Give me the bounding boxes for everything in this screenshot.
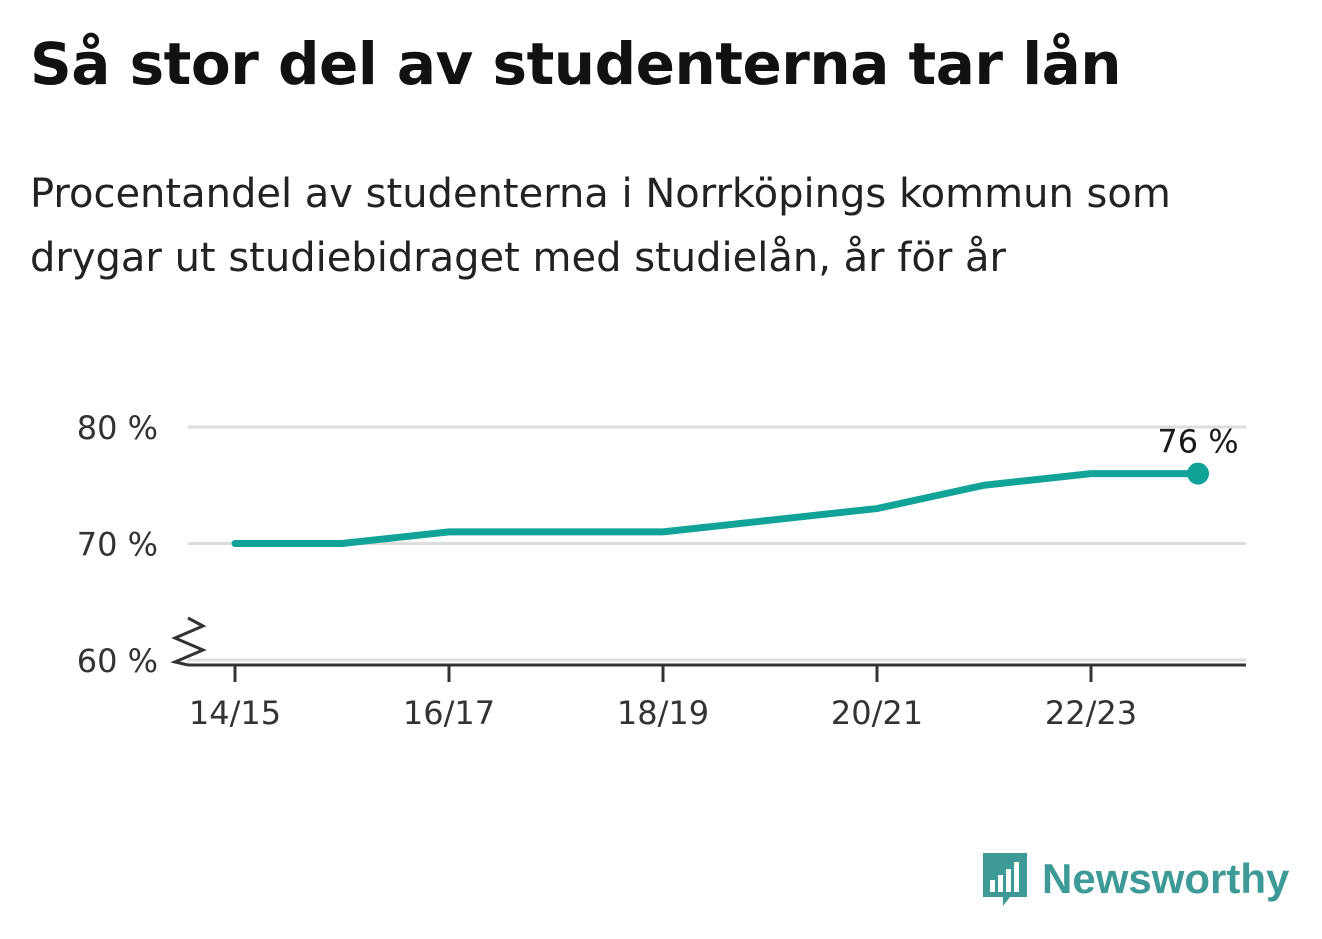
x-tick-label: 20/21 [831, 694, 923, 732]
end-point-marker [1187, 462, 1209, 485]
brand-name: Newsworthy [1042, 855, 1290, 902]
y-tick-label: 70 % [77, 526, 158, 564]
x-axis-labels: 14/15 16/17 18/19 20/21 22/23 [189, 665, 1137, 732]
axis-break-icon [170, 616, 207, 667]
x-tick-label: 18/19 [617, 694, 709, 732]
y-tick-label: 80 % [77, 409, 158, 447]
x-tick-label: 22/23 [1045, 694, 1137, 732]
x-tick-label: 14/15 [189, 694, 281, 732]
x-axis [170, 616, 1246, 667]
y-tick-label: 60 % [77, 642, 158, 680]
x-tick-label: 16/17 [403, 694, 495, 732]
end-value-label: 76 % [1157, 423, 1238, 461]
chart-subtitle: Procentandel av studenterna i Norrköping… [30, 171, 1171, 281]
line-chart: 60 % 70 % 80 % 14/15 16/17 18/19 20/21 22/23 7… [77, 409, 1246, 732]
bar-chart-speech-bubble-icon [983, 853, 1027, 906]
newsworthy-logo: Newsworthy [980, 850, 1289, 908]
series-group: 76 % [231, 423, 1239, 547]
series-line [231, 470, 1202, 547]
y-axis-labels: 60 % 70 % 80 % [77, 409, 158, 680]
chart-title: Så stor del av studenterna tar lån [30, 30, 1122, 98]
